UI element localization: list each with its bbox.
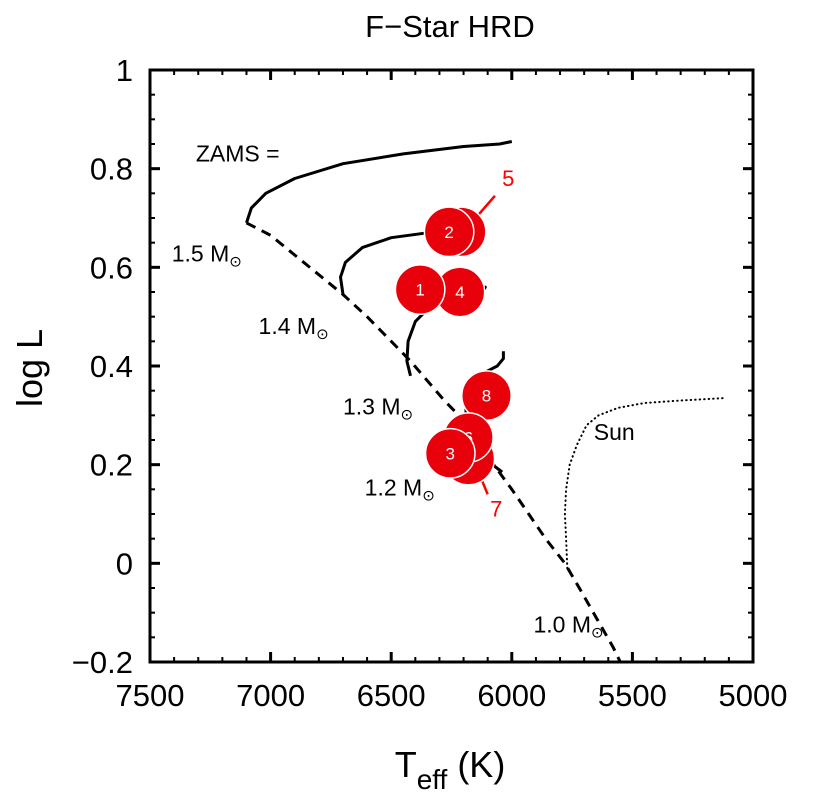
annotation-mass-1-4: 1.4 M⊙ — [259, 313, 329, 343]
solar-mass-symbol: ⊙ — [422, 487, 435, 504]
x-axis-label: Teff (K) — [395, 744, 506, 795]
star-label-3: 3 — [446, 444, 455, 463]
y-tick-label: 1 — [116, 53, 133, 88]
annotation-mass-1-3: 1.3 M⊙ — [343, 393, 413, 423]
y-tick-label: 0.8 — [90, 152, 133, 187]
star-label-1: 1 — [415, 281, 424, 300]
star-label-2: 2 — [444, 223, 453, 242]
annotation-mass-1-5: 1.5 M⊙ — [172, 240, 242, 270]
solar-mass-symbol: ⊙ — [400, 406, 413, 423]
star-dot-3 — [424, 427, 476, 479]
star-dot-2 — [423, 206, 475, 258]
annotation-mass-1-0: 1.0 M⊙ — [534, 611, 604, 641]
x-tick-label: 7000 — [236, 678, 305, 713]
chart-title: F−Star HRD — [365, 9, 535, 44]
y-axis-label: log L — [9, 329, 50, 407]
solar-mass-symbol: ⊙ — [229, 253, 242, 270]
annotation-sun: Sun — [594, 419, 635, 445]
solar-mass-symbol: ⊙ — [591, 624, 604, 641]
x-tick-label: 5500 — [598, 678, 667, 713]
annotation-zams: ZAMS = — [196, 140, 280, 166]
y-tick-label: 0.2 — [90, 448, 133, 483]
y-tick-label: 0 — [116, 546, 133, 581]
red-label-7: 7 — [490, 496, 502, 521]
annotation-mass-1-2: 1.2 M⊙ — [365, 474, 435, 504]
star-dot-1 — [394, 264, 446, 315]
star-marker-3: 3 — [424, 427, 476, 479]
y-tick-label: −0.2 — [72, 645, 133, 680]
x-tick-label: 6500 — [357, 678, 426, 713]
x-tick-label: 7500 — [116, 678, 185, 713]
x-tick-label: 5000 — [719, 678, 788, 713]
star-label-4: 4 — [455, 283, 464, 302]
star-marker-2: 2 — [423, 206, 475, 258]
series-line-0 — [245, 140, 513, 224]
red-label-5: 5 — [502, 166, 514, 191]
y-tick-label: 0.6 — [90, 250, 133, 285]
star-marker-1: 1 — [394, 264, 446, 315]
series-line-6 — [563, 397, 726, 570]
x-tick-label: 6000 — [477, 678, 546, 713]
star-label-8: 8 — [482, 387, 491, 406]
solar-mass-symbol: ⊙ — [316, 326, 329, 343]
y-tick-label: 0.4 — [90, 349, 133, 384]
